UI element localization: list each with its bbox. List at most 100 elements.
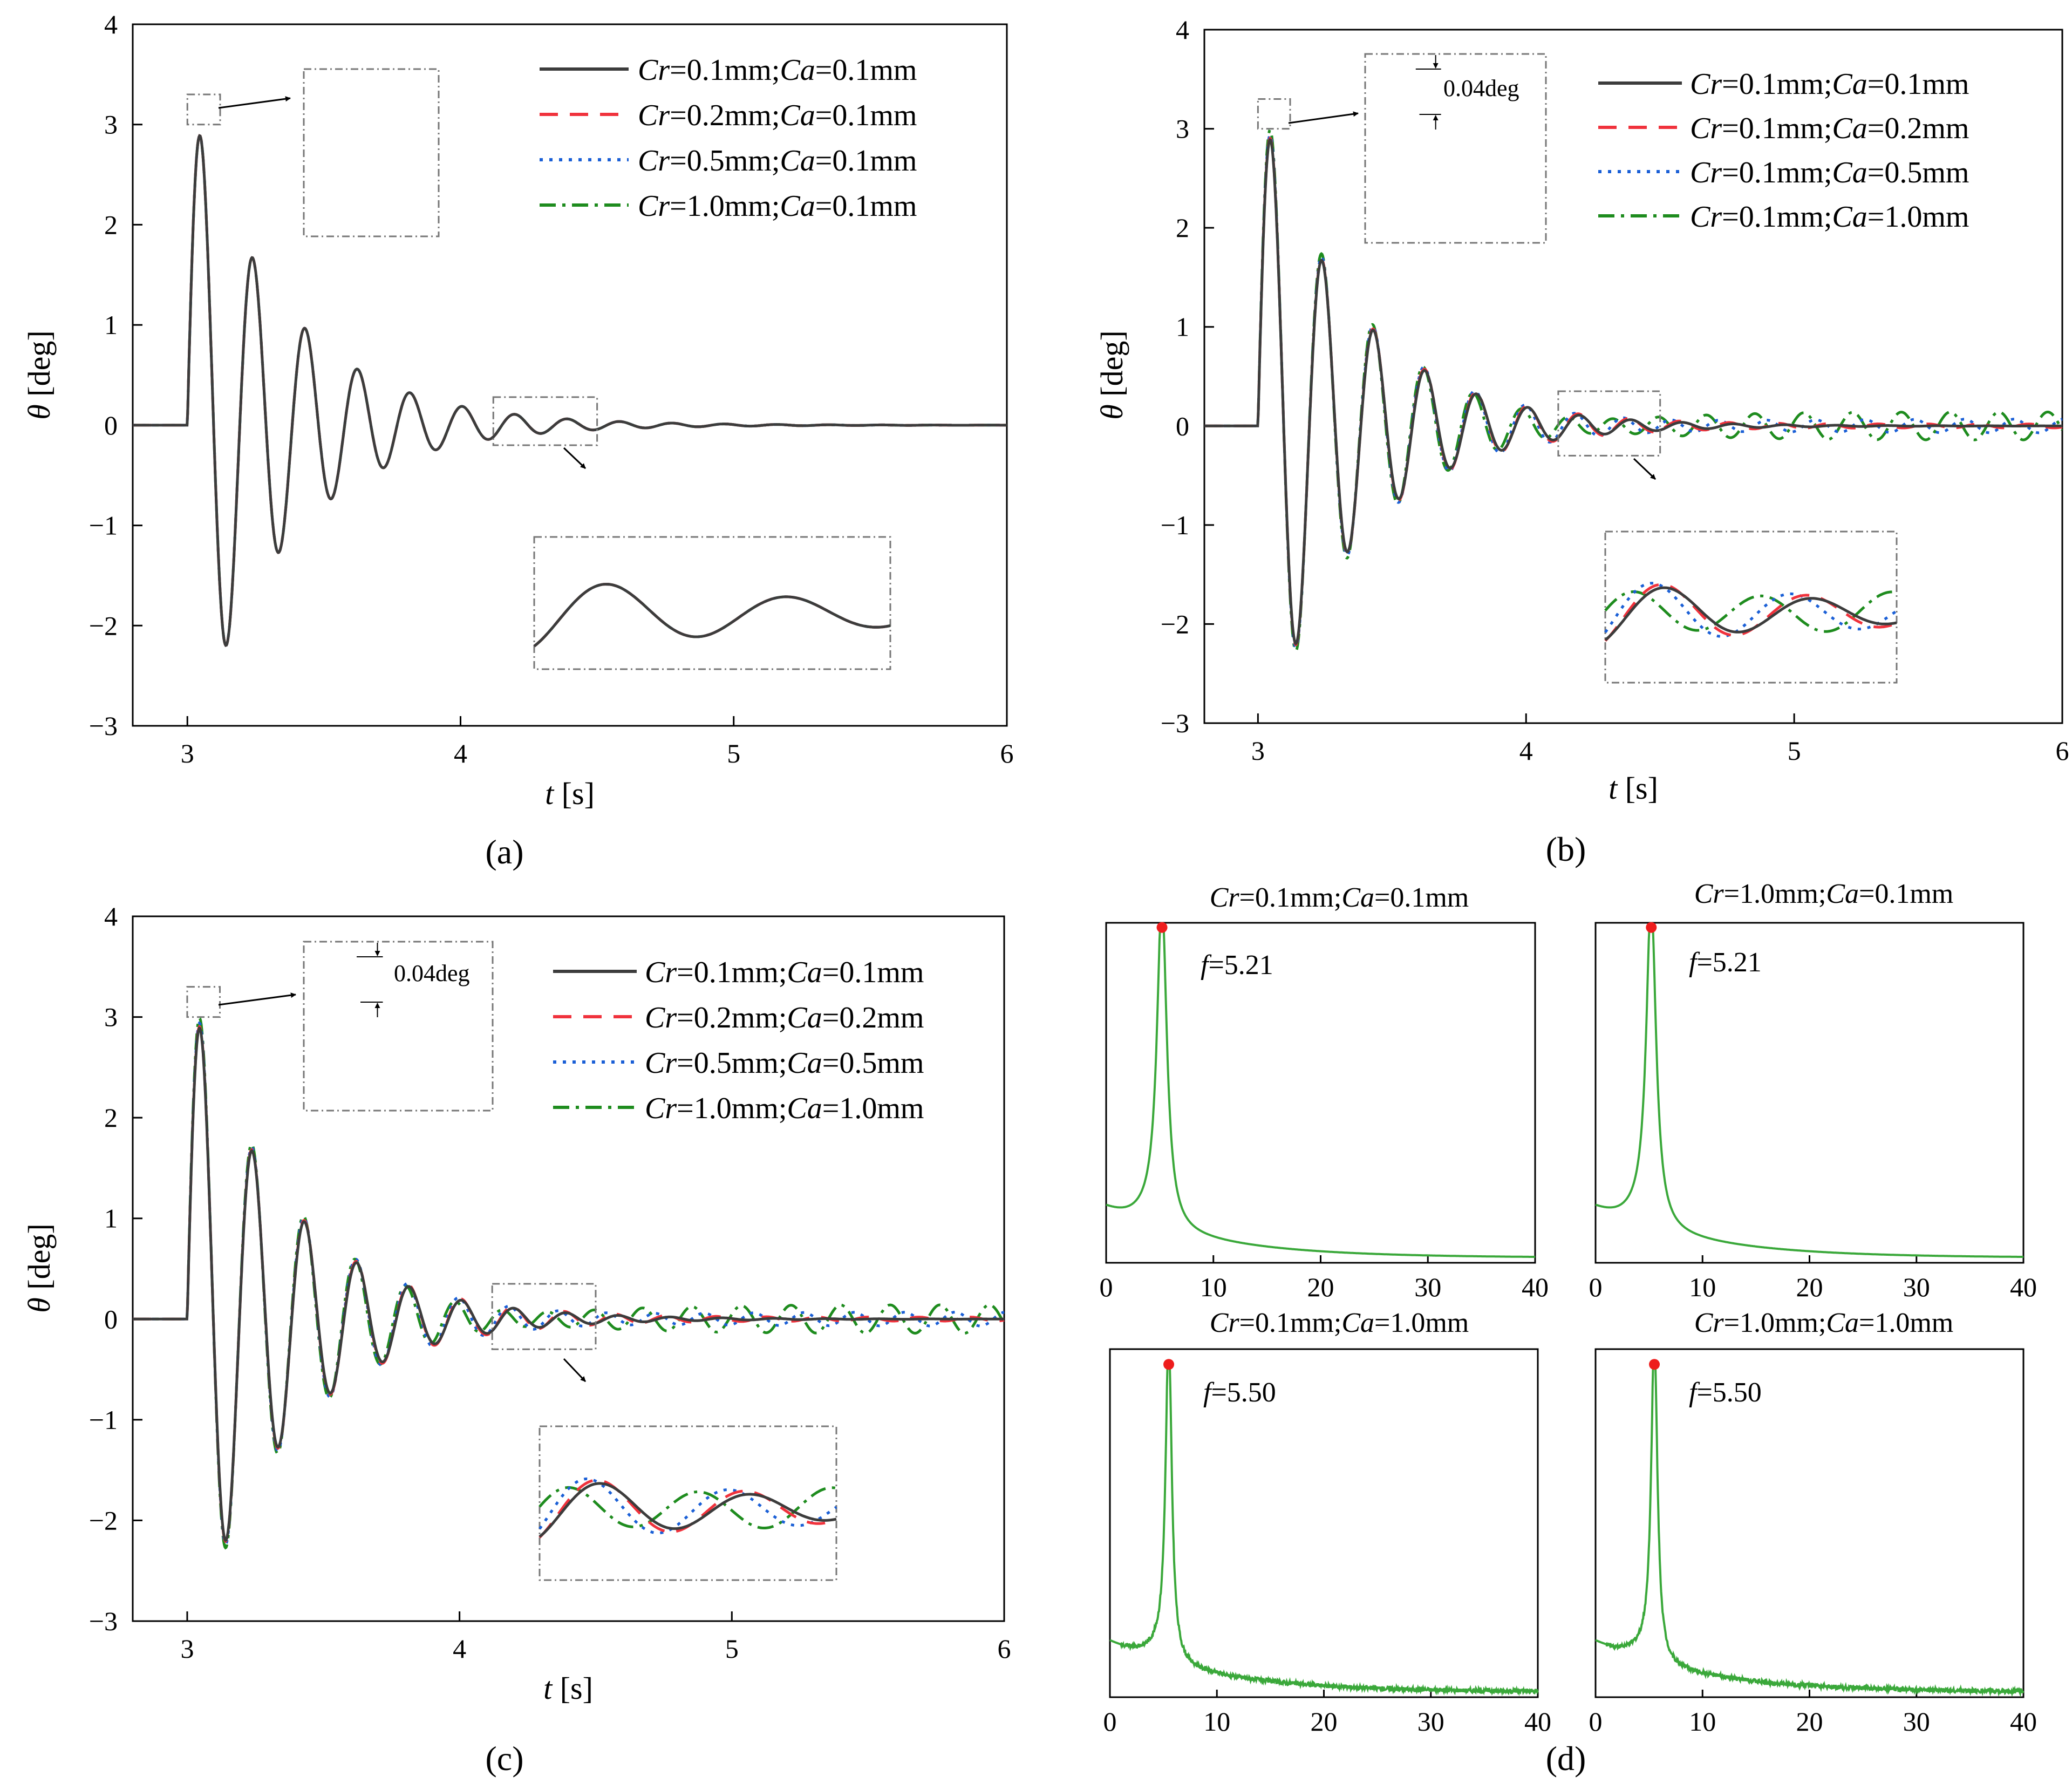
panel-d: Cr=0.1mm;Ca=0.1mm f=5.21 Cr=1.0mm;Ca=0.1… [1100,879,2037,1778]
panel-label-a: (a) [485,833,523,871]
x-tick-label: 5 [725,1634,739,1664]
y-tick-label: 2 [104,1103,118,1133]
legend-entry: Cr=0.5mm;Ca=0.1mm [540,144,917,178]
x-tick-label: 40 [1524,1706,1551,1737]
insets-b [1257,53,1898,684]
inset-series-line-3 [1604,582,1898,638]
y-tick-label: −2 [1161,609,1189,639]
panel-label-d: (d) [1546,1739,1586,1778]
y-tick-label: 4 [1176,15,1189,45]
spectrum-frame [1594,922,2025,1264]
legend-label-3: Cr=0.1mm;Ca=0.5mm [1690,156,1969,189]
x-tick-label: 6 [1000,738,1014,768]
legend-entry: Cr=0.1mm;Ca=0.1mm [540,53,917,87]
legend-entry: Cr=0.1mm;Ca=0.1mm [553,956,924,989]
zoom-arrow [218,992,296,1006]
peak-difference-annotation-b: 0.04deg [1443,75,1519,101]
panel-label-c: (c) [485,1739,523,1778]
inset-series-line-1 [1604,586,1897,641]
x-tick-label: 3 [1251,736,1265,766]
plot-frame-a [132,23,1008,727]
plot-frame-b [1203,29,2063,724]
x-tick-label: 6 [2056,736,2069,766]
zoom-source-box [491,1283,597,1350]
zoom-inset-box [533,536,891,670]
curves-c [133,1016,1006,1550]
y-tick-label: 3 [104,110,118,140]
y-tick-label: −3 [89,711,118,741]
x-tick-label: 0 [1100,1272,1113,1302]
x-tick-label: 6 [998,1634,1011,1664]
y-tick-label: 0 [104,1304,118,1334]
x-tick-label: 5 [727,738,740,768]
spectrum-peak-marker [1163,1359,1175,1370]
spectrum-title-3: Cr=0.1mm;Ca=1.0mm [1210,1308,1469,1338]
spectra-plots: 0 10 20 30 40 0 10 20 30 40 0 10 20 30 40 0 10 20 30 40 [1100,922,2037,1737]
spectrum-1: Cr=0.1mm;Ca=0.1mm f=5.21 [1201,882,1469,981]
legend-label-2: Cr=0.2mm;Ca=0.2mm [645,1001,924,1035]
spectrum-line [1595,928,2023,1258]
ticks-a: 3 4 5 6 4 3 2 1 0 −1 −2 −3 [89,9,1014,768]
legend-label-4: Cr=0.1mm;Ca=1.0mm [1690,200,1969,234]
panel-label-b: (b) [1546,830,1586,868]
zoom-inset-box [303,68,440,237]
y-tick-label: 1 [104,1203,118,1234]
y-tick-label: −2 [89,1505,118,1535]
y-tick-label: −1 [89,1405,118,1435]
y-tick-label: 2 [1176,213,1189,243]
spectrum-plot-2: 0 10 20 30 40 [1589,922,2037,1302]
spectrum-plot-3: 0 10 20 30 40 [1103,1348,1551,1737]
x-tick-label: 20 [1311,1706,1338,1737]
zoom-source-box [186,93,221,126]
series-line-4 [1204,128,2064,653]
series-line-1 [133,134,1007,647]
y-tick-label: 4 [104,901,118,931]
curves-a [133,134,1007,647]
zoom-inset-box [303,941,494,1112]
spectrum-frame [1109,1348,1539,1698]
legend-entry: Cr=0.1mm;Ca=0.1mm [1598,67,1969,101]
legend-entry: Cr=0.1mm;Ca=0.5mm [1598,156,1969,189]
spectrum-peak-label-1: f=5.21 [1201,950,1273,981]
series-line-4 [133,1016,1006,1550]
spectrum-line [1106,928,1535,1258]
legend-entry: Cr=1.0mm;Ca=0.1mm [540,189,917,223]
y-tick-label: −2 [89,610,118,641]
y-tick-label: 0 [1176,411,1189,441]
x-tick-label: 3 [180,1634,194,1664]
y-tick-label: −1 [89,511,118,541]
x-tick-label: 10 [1200,1272,1227,1302]
legend-label-1: Cr=0.1mm;Ca=0.1mm [638,53,917,87]
spectrum-frame [1105,922,1536,1264]
panel-a: 3 4 5 6 4 3 2 1 0 −1 −2 −3 Cr=0.1mm;Ca=0.1mm Cr=0.2… [22,9,1014,871]
legend-entry: Cr=0.1mm;Ca=0.2mm [1598,112,1969,145]
spectrum-4: Cr=1.0mm;Ca=1.0mm f=5.50 [1689,1308,1953,1408]
inset-series-line-1 [533,583,891,648]
spectrum-peak-label-4: f=5.50 [1689,1377,1762,1408]
y-tick-label: −3 [1161,708,1189,738]
zoom-arrow [563,447,587,469]
y-tick-label: −3 [89,1606,118,1636]
ticks-b: 3 4 5 6 4 3 2 1 0 −1 −2 −3 [1161,15,2069,766]
zoom-arrow [1288,111,1359,124]
zoom-inset-box [1364,53,1547,244]
x-tick-label: 10 [1203,1706,1230,1737]
spectrum-title-2: Cr=1.0mm;Ca=0.1mm [1694,879,1954,909]
y-axis-label-c: θ [deg] [22,1223,57,1312]
spectrum-line [1595,1365,2025,1698]
spectrum-title-4: Cr=1.0mm;Ca=1.0mm [1694,1308,1954,1338]
legend-entry: Cr=0.5mm;Ca=0.5mm [553,1046,924,1080]
x-tick-label: 10 [1689,1706,1716,1737]
legend-label-2: Cr=0.1mm;Ca=0.2mm [1690,112,1969,145]
legend-b: Cr=0.1mm;Ca=0.1mm Cr=0.1mm;Ca=0.2mm Cr=0… [1598,67,1969,234]
spectrum-frame [1594,1348,2025,1698]
zoom-source-box [186,986,221,1018]
legend-label-4: Cr=1.0mm;Ca=1.0mm [645,1092,924,1125]
legend-c: Cr=0.1mm;Ca=0.1mm Cr=0.2mm;Ca=0.2mm Cr=0… [553,956,924,1125]
x-tick-label: 30 [1417,1706,1444,1737]
insets-c [186,941,837,1581]
spectrum-peak-marker [1156,922,1168,933]
x-tick-label: 30 [1414,1272,1441,1302]
panel-b: 3 4 5 6 4 3 2 1 0 −1 −2 −3 Cr=0.1mm;Ca=0.1mm Cr=0.1… [1094,15,2069,868]
x-tick-label: 5 [1788,736,1801,766]
